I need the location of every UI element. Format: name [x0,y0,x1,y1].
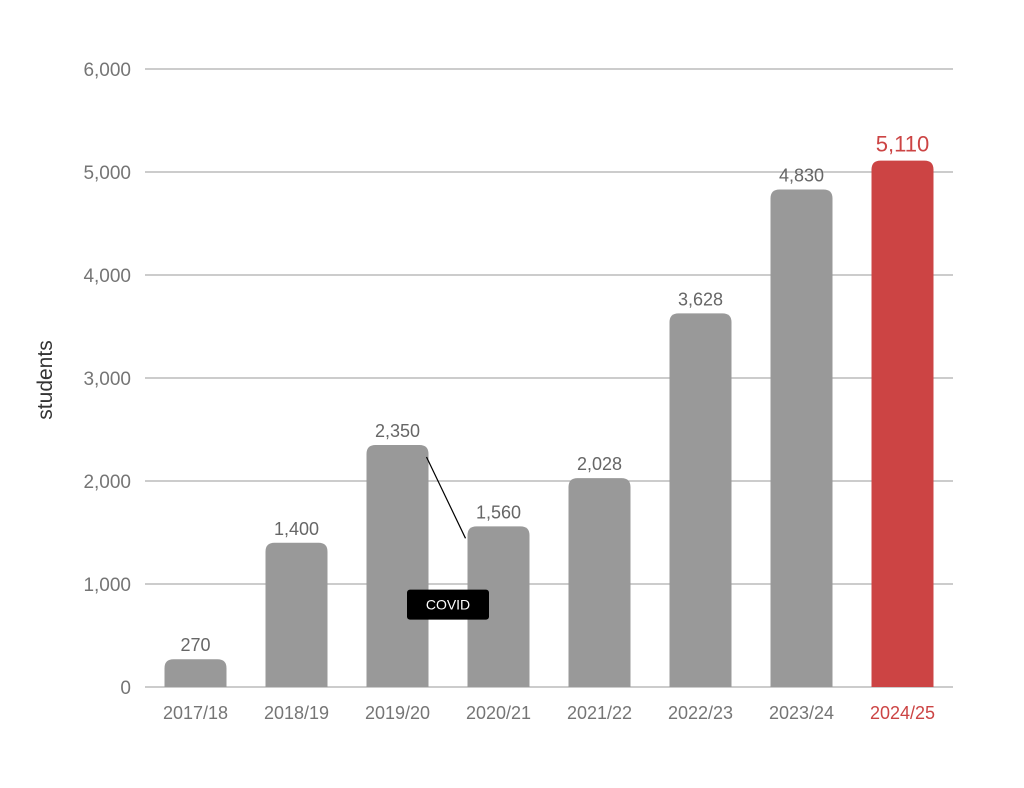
y-tick-label: 6,000 [83,60,131,81]
data-label: 3,628 [678,289,723,309]
x-tick-label: 2022/23 [668,703,733,723]
x-tick-label: 2020/21 [466,703,531,723]
bar [770,189,833,687]
x-axis-ticks: 2017/18 2018/19 2019/20 2020/21 2021/22 2022/… [163,703,935,723]
data-label: 270 [180,635,210,655]
y-tick-label: 1,000 [83,575,131,596]
y-axis-ticks: 0 1,000 2,000 3,000 4,000 5,000 6,000 [83,60,131,699]
data-label: 4,830 [779,166,824,186]
bar [164,659,227,687]
bar [366,444,429,687]
y-tick-label: 4,000 [83,266,131,287]
bar [265,542,328,687]
y-tick-label: 0 [120,678,131,699]
bar [467,526,530,687]
annotation-box [407,589,489,620]
data-label: 5,110 [876,132,929,157]
data-label: 1,560 [476,502,521,522]
y-tick-label: 2,000 [83,472,131,493]
annotation-label: COVID [426,597,470,613]
x-tick-label: 2017/18 [163,703,228,723]
x-tick-label: 2019/20 [365,703,430,723]
x-tick-label: 2021/22 [567,703,632,723]
y-axis-title: students [34,340,57,419]
bar [669,313,732,687]
data-label: 2,028 [577,454,622,474]
x-tick-label: 2023/24 [769,703,834,723]
annotation: COVID [407,456,489,620]
x-tick-label: 2018/19 [264,703,329,723]
bars [164,160,934,688]
data-labels: 270 1,400 2,350 1,560 2,028 3,628 4,830 5,110 [180,132,929,656]
data-label: 1,400 [274,519,319,539]
annotation-connector [425,456,467,539]
y-tick-label: 3,000 [83,369,131,390]
x-tick-label: 2024/25 [870,703,935,723]
data-label: 2,350 [375,421,420,441]
bar [568,478,631,687]
y-tick-label: 5,000 [83,163,131,184]
bar [871,160,934,688]
